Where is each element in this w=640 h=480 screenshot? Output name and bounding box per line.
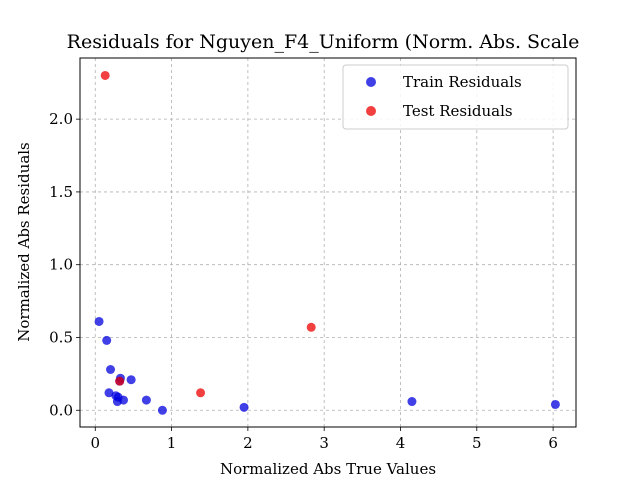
train-residual-point [104, 388, 114, 398]
legend-marker-train [366, 77, 376, 87]
test-residual-point [115, 376, 125, 386]
train-residual-point [157, 405, 167, 415]
train-residual-point [550, 399, 560, 409]
train-residual-point [106, 365, 116, 375]
y-tick-label: 1.0 [49, 256, 73, 274]
legend-label-train: Train Residuals [403, 73, 522, 91]
data-points [94, 70, 560, 415]
test-residual-point [100, 70, 110, 80]
x-tick-label: 2 [243, 434, 253, 452]
train-residual-point [141, 395, 151, 405]
plot-frame [79, 57, 577, 428]
train-residual-point [407, 397, 417, 407]
axis-ticks: 0 1 2 3 4 5 6 0.0 0.5 1.0 1.5 2.0 [49, 110, 558, 452]
y-tick-label: 0.0 [49, 401, 73, 419]
y-axis-label: Normalized Abs Residuals [15, 142, 33, 342]
x-tick-label: 1 [167, 434, 177, 452]
y-tick-label: 1.5 [49, 183, 73, 201]
train-residual-point [126, 375, 136, 385]
y-tick-label: 2.0 [49, 110, 73, 128]
y-tick-label: 0.5 [49, 328, 73, 346]
x-tick-label: 0 [90, 434, 100, 452]
train-residual-point [94, 316, 104, 326]
x-axis-label: Normalized Abs True Values [220, 460, 436, 478]
x-tick-label: 6 [548, 434, 558, 452]
chart-title: Residuals for Nguyen_F4_Uniform (Norm. A… [67, 31, 580, 53]
test-residual-point [196, 388, 206, 398]
legend-marker-test [366, 106, 376, 116]
train-residual-point [118, 395, 128, 405]
x-tick-label: 3 [319, 434, 329, 452]
train-residual-point [102, 335, 112, 345]
legend-label-test: Test Residuals [403, 102, 513, 120]
train-residual-point [239, 402, 249, 412]
x-tick-label: 5 [472, 434, 482, 452]
legend-box [342, 64, 569, 130]
legend: Train Residuals Test Residuals [342, 64, 569, 130]
x-tick-label: 4 [396, 434, 406, 452]
test-residual-point [306, 322, 316, 332]
